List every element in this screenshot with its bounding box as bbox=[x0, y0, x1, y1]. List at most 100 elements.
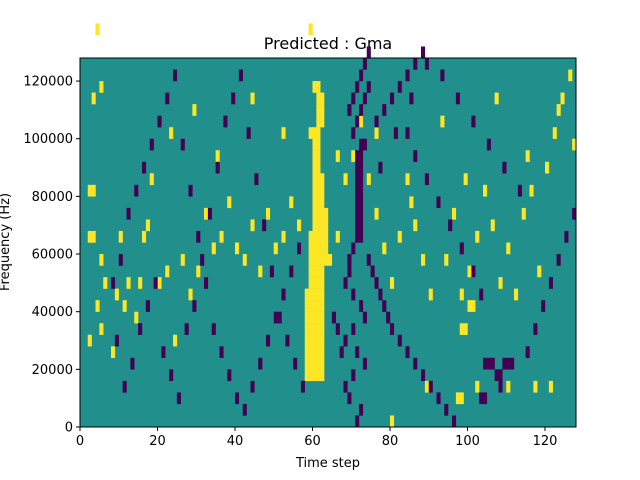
heatmap-cell-high bbox=[320, 173, 325, 186]
x-tick-label: 40 bbox=[227, 434, 244, 449]
heatmap-cell-low bbox=[165, 92, 170, 105]
heatmap-cell-high bbox=[316, 346, 321, 359]
heatmap-cell-high bbox=[405, 173, 410, 186]
heatmap-cell-low bbox=[351, 323, 356, 335]
heatmap-cell-high bbox=[250, 219, 255, 232]
heatmap-cell-high bbox=[316, 288, 321, 301]
heatmap-cell-low bbox=[382, 104, 387, 116]
heatmap-cell-low bbox=[498, 380, 503, 393]
heatmap-cell-high bbox=[374, 127, 379, 139]
heatmap-cell-high bbox=[87, 184, 92, 197]
heatmap-cell-high bbox=[316, 184, 321, 197]
heatmap-cell-low bbox=[390, 92, 395, 105]
heatmap-cell-high bbox=[320, 242, 325, 255]
heatmap-cell-high bbox=[312, 323, 317, 335]
heatmap-cell-high bbox=[173, 334, 178, 347]
heatmap-cell-low bbox=[242, 403, 247, 416]
heatmap-cell-low bbox=[359, 300, 364, 312]
y-axis: 0 20000 40000 60000 80000 100000 120000 bbox=[23, 75, 80, 436]
heatmap-cell-low bbox=[486, 138, 491, 151]
heatmap-cell-high bbox=[308, 288, 313, 301]
heatmap-cell-low bbox=[211, 323, 216, 335]
heatmap-cell-low bbox=[331, 311, 336, 324]
heatmap-cell-high bbox=[320, 230, 325, 243]
heatmap-cell-high bbox=[316, 173, 321, 186]
heatmap-cell-low bbox=[366, 254, 371, 266]
heatmap-cell-high bbox=[304, 323, 309, 335]
heatmap-cell-high bbox=[312, 230, 317, 243]
heatmap-cell-low bbox=[262, 219, 267, 232]
heatmap-cell-high bbox=[382, 242, 387, 255]
heatmap-cell-low bbox=[359, 161, 364, 174]
heatmap-cell-high bbox=[312, 277, 317, 289]
heatmap-cell-high bbox=[308, 323, 313, 335]
heatmap-cell-low bbox=[444, 403, 449, 416]
heatmap-cell-low bbox=[297, 242, 302, 255]
heatmap-cell-low bbox=[254, 173, 259, 186]
heatmap-cell-low bbox=[355, 230, 360, 243]
heatmap-cell-high bbox=[95, 23, 100, 36]
heatmap-cell-high bbox=[316, 150, 321, 162]
heatmap-cell-high bbox=[320, 369, 325, 382]
heatmap-cells bbox=[87, 23, 577, 428]
heatmap-cell-high bbox=[180, 254, 185, 266]
heatmap-cell-high bbox=[215, 150, 220, 162]
heatmap-cell-high bbox=[320, 300, 325, 312]
y-tick-label: 120000 bbox=[23, 75, 73, 90]
heatmap-cell-high bbox=[548, 380, 553, 393]
heatmap-cell-low bbox=[397, 81, 402, 93]
heatmap-cell-low bbox=[378, 288, 383, 301]
heatmap-cell-low bbox=[355, 346, 360, 359]
heatmap-cell-high bbox=[242, 254, 247, 266]
heatmap-cell-high bbox=[316, 230, 321, 243]
heatmap-cell-low bbox=[355, 161, 360, 174]
heatmap-cell-high bbox=[103, 277, 108, 289]
heatmap-cell-low bbox=[300, 380, 305, 393]
heatmap-cell-high bbox=[165, 265, 170, 278]
heatmap-cell-high bbox=[324, 230, 329, 243]
heatmap-cell-high bbox=[99, 323, 104, 335]
heatmap-cell-low bbox=[219, 346, 224, 359]
heatmap-cell-low bbox=[390, 323, 395, 335]
heatmap-cell-low bbox=[362, 58, 367, 70]
heatmap-cell-high bbox=[552, 127, 557, 139]
heatmap-cell-low bbox=[541, 300, 546, 312]
heatmap-cell-low bbox=[176, 392, 181, 405]
heatmap-cell-low bbox=[359, 230, 364, 243]
heatmap-cell-high bbox=[308, 23, 313, 36]
heatmap-cell-high bbox=[428, 288, 433, 301]
chart-title: Predicted : Gma bbox=[264, 34, 392, 53]
heatmap-cell-high bbox=[320, 104, 325, 116]
heatmap-cell-high bbox=[529, 184, 534, 197]
x-tick-label: 20 bbox=[149, 434, 166, 449]
heatmap-cell-low bbox=[289, 265, 294, 278]
heatmap-cell-low bbox=[517, 184, 522, 197]
heatmap-cell-low bbox=[506, 357, 511, 370]
heatmap-cell-high bbox=[320, 207, 325, 220]
heatmap-cell-low bbox=[533, 323, 538, 335]
heatmap-cell-high bbox=[308, 230, 313, 243]
heatmap-cell-low bbox=[424, 58, 429, 70]
heatmap-cell-low bbox=[455, 92, 460, 105]
heatmap-cell-high bbox=[316, 242, 321, 255]
heatmap-cell-low bbox=[452, 415, 457, 428]
heatmap-cell-low bbox=[266, 334, 271, 347]
heatmap-cell-high bbox=[304, 346, 309, 359]
heatmap-cell-high bbox=[273, 242, 278, 255]
heatmap-cell-low bbox=[366, 46, 371, 59]
heatmap-cell-high bbox=[192, 104, 197, 116]
heatmap-cell-high bbox=[316, 138, 321, 151]
heatmap-cell-high bbox=[308, 311, 313, 324]
heatmap-cell-low bbox=[359, 150, 364, 162]
heatmap-cell-low bbox=[421, 369, 426, 382]
heatmap-cell-high bbox=[169, 127, 174, 139]
heatmap-cell-low bbox=[145, 300, 150, 312]
heatmap-cell-high bbox=[312, 300, 317, 312]
heatmap-cell-high bbox=[316, 357, 321, 370]
heatmap-cell-high bbox=[304, 288, 309, 301]
heatmap-cell-low bbox=[351, 127, 356, 139]
heatmap-cell-low bbox=[359, 104, 364, 116]
heatmap-cell-low bbox=[227, 369, 232, 382]
heatmap-cell-high bbox=[316, 219, 321, 232]
heatmap-cell-low bbox=[483, 392, 488, 405]
